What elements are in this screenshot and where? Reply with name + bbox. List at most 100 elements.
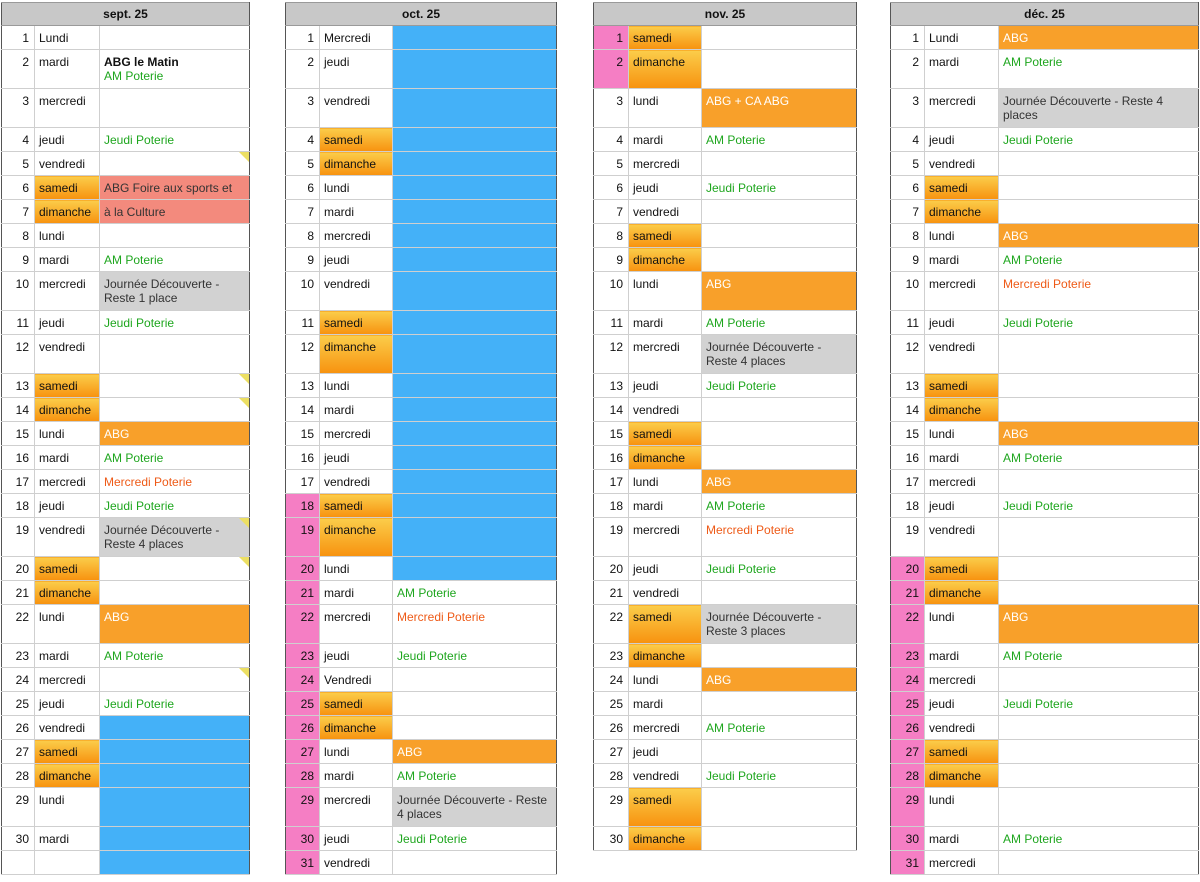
day-number[interactable]: 7 <box>1 199 35 224</box>
day-name[interactable]: lundi <box>924 223 999 248</box>
event-cell[interactable]: ABG <box>998 604 1199 644</box>
event-cell[interactable]: AM Poterie <box>392 580 557 605</box>
day-number[interactable]: 11 <box>1 310 35 335</box>
day-name[interactable]: dimanche <box>628 247 702 272</box>
event-cell[interactable]: Journée Découverte - Reste 4 places <box>998 88 1199 128</box>
day-name[interactable]: mardi <box>319 763 393 788</box>
day-name[interactable]: mardi <box>319 397 393 422</box>
day-name[interactable]: mercredi <box>319 604 393 644</box>
event-cell[interactable] <box>392 88 557 128</box>
day-number[interactable]: 23 <box>285 643 320 668</box>
day-number[interactable]: 24 <box>593 667 629 692</box>
day-number[interactable]: 27 <box>890 739 925 764</box>
day-name[interactable]: mercredi <box>319 787 393 827</box>
day-number[interactable]: 17 <box>1 469 35 494</box>
event-cell[interactable] <box>99 556 250 581</box>
event-cell[interactable] <box>998 850 1199 875</box>
day-name[interactable]: dimanche <box>924 763 999 788</box>
event-cell[interactable]: Jeudi Poterie <box>701 763 857 788</box>
event-cell[interactable]: ABG <box>998 223 1199 248</box>
day-name[interactable]: lundi <box>34 421 100 446</box>
day-number[interactable]: 16 <box>890 445 925 470</box>
event-cell[interactable] <box>392 175 557 200</box>
event-cell[interactable] <box>998 517 1199 557</box>
event-cell[interactable] <box>701 739 857 764</box>
day-number[interactable]: 29 <box>285 787 320 827</box>
event-cell[interactable]: AM Poterie <box>99 643 250 668</box>
day-number[interactable]: 4 <box>593 127 629 152</box>
day-number[interactable]: 5 <box>285 151 320 176</box>
day-name[interactable]: vendredi <box>628 580 702 605</box>
day-name[interactable]: vendredi <box>628 763 702 788</box>
day-number[interactable]: 23 <box>1 643 35 668</box>
event-cell[interactable] <box>701 826 857 851</box>
day-number[interactable]: 8 <box>285 223 320 248</box>
day-number[interactable]: 12 <box>285 334 320 374</box>
day-name[interactable]: lundi <box>319 175 393 200</box>
day-number[interactable]: 23 <box>593 643 629 668</box>
day-number[interactable]: 4 <box>285 127 320 152</box>
day-number[interactable]: 15 <box>1 421 35 446</box>
event-cell[interactable]: AM Poterie <box>998 826 1199 851</box>
comment-marker-icon[interactable] <box>239 152 249 162</box>
day-number[interactable]: 14 <box>285 397 320 422</box>
day-name[interactable]: lundi <box>34 787 100 827</box>
day-name[interactable]: mercredi <box>319 421 393 446</box>
day-name[interactable]: jeudi <box>34 493 100 518</box>
day-number[interactable]: 25 <box>890 691 925 716</box>
day-name[interactable]: mardi <box>924 826 999 851</box>
event-cell[interactable]: AM Poterie <box>99 247 250 272</box>
day-number[interactable]: 12 <box>1 334 35 374</box>
day-name[interactable]: mercredi <box>924 271 999 311</box>
day-number[interactable]: 3 <box>1 88 35 128</box>
event-cell[interactable]: Jeudi Poterie <box>701 175 857 200</box>
day-name[interactable]: jeudi <box>34 127 100 152</box>
day-number[interactable]: 1 <box>593 25 629 50</box>
day-number[interactable]: 8 <box>593 223 629 248</box>
event-cell[interactable] <box>701 643 857 668</box>
event-cell[interactable]: ABG le Matin AM Poterie <box>99 49 250 89</box>
day-name[interactable]: jeudi <box>924 691 999 716</box>
day-number[interactable]: 11 <box>285 310 320 335</box>
day-name[interactable]: Lundi <box>34 25 100 50</box>
day-name[interactable]: mardi <box>924 643 999 668</box>
day-number[interactable]: 22 <box>1 604 35 644</box>
day-name[interactable]: Lundi <box>924 25 999 50</box>
day-number[interactable]: 31 <box>285 850 320 875</box>
day-name[interactable]: dimanche <box>628 826 702 851</box>
event-cell[interactable]: AM Poterie <box>392 763 557 788</box>
event-cell[interactable]: AM Poterie <box>998 247 1199 272</box>
day-name[interactable]: lundi <box>924 787 999 827</box>
day-number[interactable]: 17 <box>285 469 320 494</box>
event-cell[interactable] <box>701 787 857 827</box>
day-name[interactable]: vendredi <box>34 517 100 557</box>
event-cell[interactable]: à la Culture <box>99 199 250 224</box>
day-number[interactable]: 27 <box>285 739 320 764</box>
day-number[interactable]: 6 <box>890 175 925 200</box>
day-number[interactable]: 12 <box>593 334 629 374</box>
event-cell[interactable] <box>392 271 557 311</box>
day-name[interactable]: samedi <box>628 25 702 50</box>
day-name[interactable]: vendredi <box>34 715 100 740</box>
day-name[interactable]: vendredi <box>319 271 393 311</box>
day-number[interactable]: 9 <box>285 247 320 272</box>
day-number[interactable]: 20 <box>1 556 35 581</box>
event-cell[interactable] <box>392 715 557 740</box>
event-cell[interactable] <box>701 421 857 446</box>
event-cell[interactable] <box>99 223 250 248</box>
day-number[interactable]: 11 <box>890 310 925 335</box>
event-cell[interactable] <box>701 247 857 272</box>
event-cell[interactable] <box>392 691 557 716</box>
day-name[interactable]: mardi <box>34 643 100 668</box>
day-number[interactable]: 29 <box>890 787 925 827</box>
day-name[interactable]: lundi <box>628 88 702 128</box>
event-cell[interactable] <box>392 556 557 581</box>
day-name[interactable]: mercredi <box>628 334 702 374</box>
event-cell[interactable] <box>998 787 1199 827</box>
day-name[interactable]: lundi <box>319 739 393 764</box>
day-number[interactable] <box>1 850 35 875</box>
day-number[interactable]: 7 <box>890 199 925 224</box>
day-name[interactable]: mercredi <box>628 715 702 740</box>
event-cell[interactable] <box>701 580 857 605</box>
day-number[interactable]: 9 <box>593 247 629 272</box>
